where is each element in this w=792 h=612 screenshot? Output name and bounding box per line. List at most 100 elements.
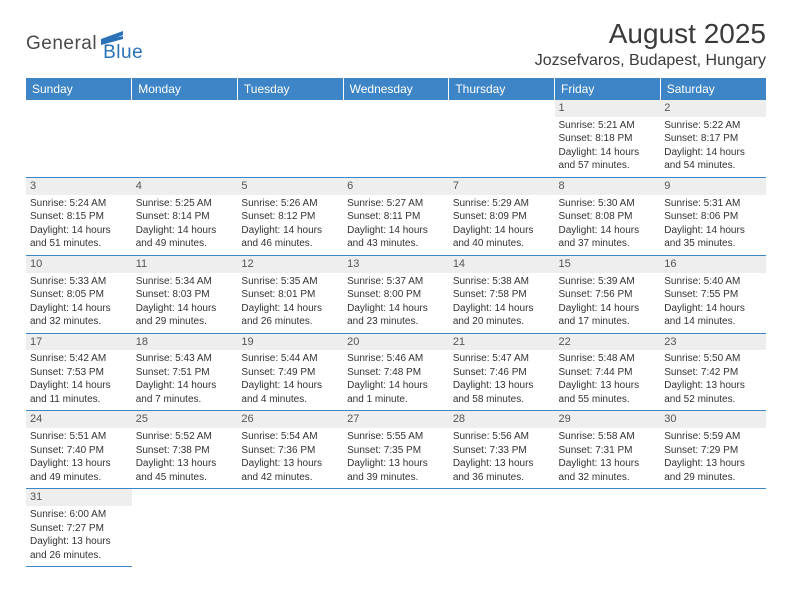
daylight-line-2: and 36 minutes. <box>453 471 551 485</box>
sunset-line: Sunset: 7:29 PM <box>664 444 762 458</box>
sunset-line: Sunset: 8:14 PM <box>136 210 234 224</box>
daylight-line-1: Daylight: 14 hours <box>136 379 234 393</box>
daylight-line-2: and 4 minutes. <box>241 393 339 407</box>
sunrise-line: Sunrise: 5:34 AM <box>136 275 234 289</box>
calendar-empty <box>343 100 449 177</box>
daylight-line-2: and 32 minutes. <box>559 471 657 485</box>
calendar-day: 25Sunrise: 5:52 AMSunset: 7:38 PMDayligh… <box>132 411 238 489</box>
day-header: Saturday <box>660 78 766 100</box>
daylight-line-2: and 54 minutes. <box>664 159 762 173</box>
calendar-day: 23Sunrise: 5:50 AMSunset: 7:42 PMDayligh… <box>660 333 766 411</box>
daylight-line-2: and 1 minute. <box>347 393 445 407</box>
day-number: 19 <box>237 334 343 351</box>
day-number: 10 <box>26 256 132 273</box>
title-block: August 2025 Jozsefvaros, Budapest, Hunga… <box>535 18 766 70</box>
day-header: Wednesday <box>343 78 449 100</box>
day-number: 20 <box>343 334 449 351</box>
daylight-line-2: and 29 minutes. <box>664 471 762 485</box>
sunrise-line: Sunrise: 5:21 AM <box>559 119 657 133</box>
daylight-line-2: and 49 minutes. <box>136 237 234 251</box>
day-number: 26 <box>237 411 343 428</box>
day-number: 11 <box>132 256 238 273</box>
sunrise-line: Sunrise: 5:56 AM <box>453 430 551 444</box>
calendar-day: 31Sunrise: 6:00 AMSunset: 7:27 PMDayligh… <box>26 489 132 567</box>
sunrise-line: Sunrise: 5:27 AM <box>347 197 445 211</box>
sunrise-line: Sunrise: 5:30 AM <box>559 197 657 211</box>
calendar-day: 4 Sunrise: 5:25 AMSunset: 8:14 PMDaylight… <box>132 177 238 255</box>
daylight-line-1: Daylight: 14 hours <box>347 224 445 238</box>
day-number: 17 <box>26 334 132 351</box>
calendar-day: 15Sunrise: 5:39 AMSunset: 7:56 PMDayligh… <box>555 255 661 333</box>
calendar-week: 17Sunrise: 5:42 AMSunset: 7:53 PMDayligh… <box>26 333 766 411</box>
sunrise-line: Sunrise: 5:44 AM <box>241 352 339 366</box>
calendar-empty <box>555 489 661 567</box>
calendar-week: 3Sunrise: 5:24 AMSunset: 8:15 PMDaylight… <box>26 177 766 255</box>
sunrise-line: Sunrise: 5:26 AM <box>241 197 339 211</box>
sunset-line: Sunset: 8:01 PM <box>241 288 339 302</box>
daylight-line-1: Daylight: 13 hours <box>136 457 234 471</box>
daylight-line-2: and 29 minutes. <box>136 315 234 329</box>
sunset-line: Sunset: 8:06 PM <box>664 210 762 224</box>
calendar-empty <box>132 489 238 567</box>
daylight-line-2: and 20 minutes. <box>453 315 551 329</box>
day-number: 24 <box>26 411 132 428</box>
daylight-line-1: Daylight: 14 hours <box>30 224 128 238</box>
day-number: 22 <box>555 334 661 351</box>
calendar-day: 17Sunrise: 5:42 AMSunset: 7:53 PMDayligh… <box>26 333 132 411</box>
daylight-line-2: and 32 minutes. <box>30 315 128 329</box>
daylight-line-1: Daylight: 13 hours <box>453 457 551 471</box>
sunrise-line: Sunrise: 5:25 AM <box>136 197 234 211</box>
logo: General Blue <box>26 24 143 64</box>
calendar-day: 20Sunrise: 5:46 AMSunset: 7:48 PMDayligh… <box>343 333 449 411</box>
day-number: 8 <box>555 178 661 195</box>
sunrise-line: Sunrise: 5:29 AM <box>453 197 551 211</box>
day-number: 5 <box>237 178 343 195</box>
daylight-line-1: Daylight: 14 hours <box>347 302 445 316</box>
sunrise-line: Sunrise: 5:48 AM <box>559 352 657 366</box>
calendar-day: 13Sunrise: 5:37 AMSunset: 8:00 PMDayligh… <box>343 255 449 333</box>
calendar-day: 3Sunrise: 5:24 AMSunset: 8:15 PMDaylight… <box>26 177 132 255</box>
daylight-line-2: and 39 minutes. <box>347 471 445 485</box>
calendar-empty <box>449 100 555 177</box>
day-number: 12 <box>237 256 343 273</box>
logo-text-blue: Blue <box>103 42 143 64</box>
daylight-line-2: and 26 minutes. <box>241 315 339 329</box>
sunset-line: Sunset: 7:31 PM <box>559 444 657 458</box>
day-number: 31 <box>26 489 132 506</box>
calendar-day: 27Sunrise: 5:55 AMSunset: 7:35 PMDayligh… <box>343 411 449 489</box>
sunrise-line: Sunrise: 5:54 AM <box>241 430 339 444</box>
daylight-line-1: Daylight: 14 hours <box>347 379 445 393</box>
sunset-line: Sunset: 7:58 PM <box>453 288 551 302</box>
sunset-line: Sunset: 8:15 PM <box>30 210 128 224</box>
calendar-day: 6Sunrise: 5:27 AMSunset: 8:11 PMDaylight… <box>343 177 449 255</box>
daylight-line-1: Daylight: 14 hours <box>136 224 234 238</box>
sunrise-line: Sunrise: 5:52 AM <box>136 430 234 444</box>
daylight-line-1: Daylight: 13 hours <box>30 535 128 549</box>
calendar-day: 29Sunrise: 5:58 AMSunset: 7:31 PMDayligh… <box>555 411 661 489</box>
calendar-empty <box>343 489 449 567</box>
day-number: 27 <box>343 411 449 428</box>
calendar-day: 5Sunrise: 5:26 AMSunset: 8:12 PMDaylight… <box>237 177 343 255</box>
calendar-day: 9Sunrise: 5:31 AMSunset: 8:06 PMDaylight… <box>660 177 766 255</box>
daylight-line-2: and 40 minutes. <box>453 237 551 251</box>
day-number: 9 <box>660 178 766 195</box>
day-header: Sunday <box>26 78 132 100</box>
calendar-empty <box>660 489 766 567</box>
daylight-line-2: and 17 minutes. <box>559 315 657 329</box>
sunset-line: Sunset: 7:56 PM <box>559 288 657 302</box>
sunrise-line: Sunrise: 5:40 AM <box>664 275 762 289</box>
day-number: 25 <box>132 411 238 428</box>
daylight-line-1: Daylight: 14 hours <box>241 224 339 238</box>
calendar-day: 18Sunrise: 5:43 AMSunset: 7:51 PMDayligh… <box>132 333 238 411</box>
calendar-empty <box>237 489 343 567</box>
day-header: Tuesday <box>237 78 343 100</box>
daylight-line-2: and 37 minutes. <box>559 237 657 251</box>
sunrise-line: Sunrise: 5:37 AM <box>347 275 445 289</box>
day-number: 4 <box>132 178 238 195</box>
daylight-line-1: Daylight: 14 hours <box>136 302 234 316</box>
location: Jozsefvaros, Budapest, Hungary <box>535 52 766 70</box>
day-number: 28 <box>449 411 555 428</box>
sunrise-line: Sunrise: 5:38 AM <box>453 275 551 289</box>
calendar-week: 1Sunrise: 5:21 AMSunset: 8:18 PMDaylight… <box>26 100 766 177</box>
calendar-week: 10Sunrise: 5:33 AMSunset: 8:05 PMDayligh… <box>26 255 766 333</box>
